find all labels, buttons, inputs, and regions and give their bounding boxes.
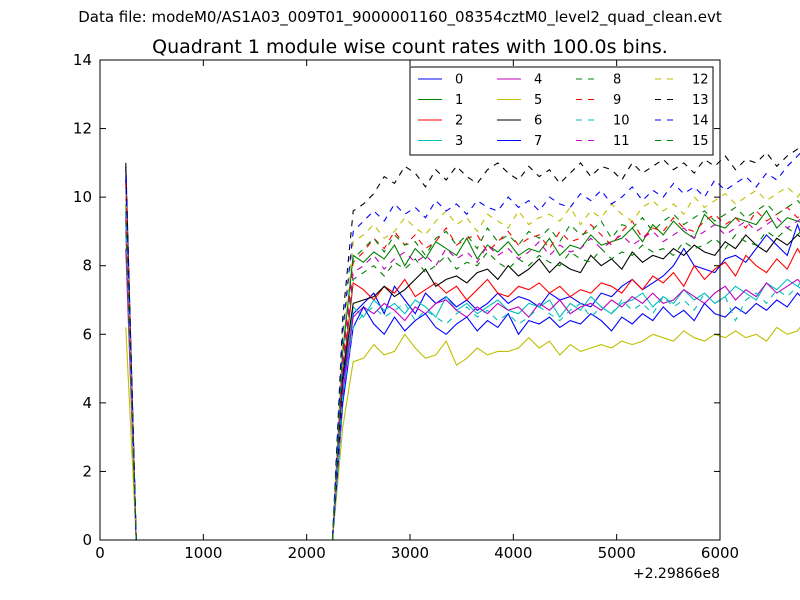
y-tick-label: 12 <box>73 120 92 138</box>
series-line-4 <box>125 248 800 541</box>
x-tick-label: 3000 <box>391 544 429 562</box>
series-line-1 <box>125 209 800 541</box>
series-line-12 <box>125 186 800 541</box>
legend-label-9: 9 <box>613 93 621 108</box>
y-tick-label: 10 <box>73 188 92 206</box>
series-line-9 <box>125 183 800 541</box>
x-tick-label: 1000 <box>184 544 222 562</box>
legend-label-6: 6 <box>534 114 542 129</box>
series-line-8 <box>125 203 800 541</box>
legend-label-8: 8 <box>613 73 621 88</box>
legend-label-5: 5 <box>534 93 542 108</box>
figure-suptitle: Data file: modeM0/AS1A03_009T01_90000011… <box>78 8 722 26</box>
y-tick-label: 6 <box>82 325 92 343</box>
series-line-5 <box>125 326 800 541</box>
legend-label-2: 2 <box>455 114 463 129</box>
series-line-10 <box>125 227 800 541</box>
legend-label-14: 14 <box>692 114 709 129</box>
y-tick-label: 8 <box>82 257 92 275</box>
x-tick-label: 2000 <box>288 544 326 562</box>
legend-label-1: 1 <box>455 93 463 108</box>
series-line-3 <box>125 231 800 541</box>
series-line-0 <box>125 169 800 541</box>
x-tick-label: 4000 <box>494 544 532 562</box>
y-tick-label: 2 <box>82 462 92 480</box>
series-line-2 <box>125 179 800 541</box>
series-line-14 <box>125 152 800 541</box>
legend-label-13: 13 <box>692 93 709 108</box>
y-tick-label: 14 <box>73 51 92 69</box>
legend-label-11: 11 <box>613 134 630 149</box>
y-tick-label: 0 <box>82 531 92 549</box>
x-axis-offset-label: +2.29866e8 <box>633 566 720 582</box>
series-line-6 <box>125 166 800 541</box>
legend-label-12: 12 <box>692 73 709 88</box>
series-line-11 <box>125 216 800 541</box>
series-line-13 <box>125 148 800 541</box>
legend-label-3: 3 <box>455 134 463 149</box>
legend-label-0: 0 <box>455 73 463 88</box>
y-tick-label: 4 <box>82 394 92 412</box>
legend-box <box>409 66 714 156</box>
chart-title: Quadrant 1 module wise count rates with … <box>152 36 668 58</box>
x-tick-label: 6000 <box>701 544 739 562</box>
legend-label-15: 15 <box>692 134 709 149</box>
x-tick-label: 5000 <box>598 544 636 562</box>
legend-label-7: 7 <box>534 134 542 149</box>
legend-label-10: 10 <box>613 114 630 129</box>
series-line-7 <box>125 179 800 541</box>
x-tick-label: 0 <box>95 544 105 562</box>
legend-label-4: 4 <box>534 73 542 88</box>
series-line-15 <box>125 199 800 541</box>
plot-lines <box>125 148 800 541</box>
